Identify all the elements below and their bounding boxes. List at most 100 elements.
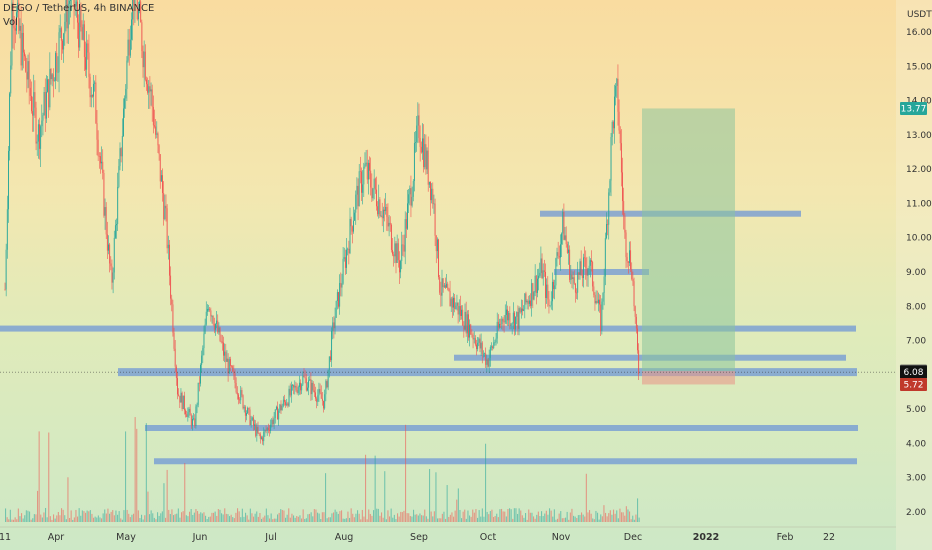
volume-bar (289, 517, 291, 522)
candle-body (591, 260, 592, 262)
candle-body (18, 2, 20, 31)
volume-bar (110, 511, 112, 522)
price-tick-label: 9.00 (906, 268, 926, 278)
candle-body (202, 348, 204, 356)
candle-body (201, 355, 203, 365)
volume-bar (25, 510, 27, 522)
candle-body (308, 380, 310, 388)
volume-bar (365, 454, 367, 522)
volume-bar (633, 519, 635, 522)
candle-body (301, 384, 303, 391)
candle-body (581, 275, 583, 278)
support-resistance-zone[interactable] (154, 458, 857, 465)
candle-body (370, 170, 372, 188)
candle-body (213, 323, 215, 330)
candle-body (123, 108, 124, 136)
candle-body (29, 87, 31, 96)
candle-body (219, 327, 221, 341)
candle-body (43, 91, 45, 116)
candle-body (209, 308, 211, 311)
support-resistance-zone[interactable] (145, 425, 858, 431)
candle-body (508, 313, 510, 321)
candle-body (401, 244, 403, 262)
candle-body (340, 282, 342, 288)
candle-body (284, 399, 285, 402)
volume-bar (78, 508, 80, 522)
volume-bar (69, 517, 71, 522)
price-tick-label: 5.00 (906, 405, 926, 415)
candle-body (68, 0, 70, 4)
volume-bar (19, 516, 21, 522)
candle-body (119, 148, 121, 167)
volume-bar (165, 517, 167, 522)
candle-body (318, 389, 320, 396)
candle-body (118, 166, 120, 187)
candle-body (321, 398, 323, 401)
candle-body (524, 293, 526, 310)
candle-body (371, 187, 373, 199)
price-badge-label: 5.72 (903, 380, 923, 390)
candle-body (52, 74, 54, 82)
candle-body (405, 219, 407, 229)
volume-bar (105, 513, 107, 522)
volume-bar (277, 514, 279, 522)
candle-body (114, 225, 116, 238)
candle-body (346, 249, 347, 268)
candle-body (533, 292, 535, 300)
volume-bar (118, 511, 120, 522)
price-tick-label: 14.00 (906, 97, 932, 107)
volume-bar (345, 518, 347, 522)
volume-bar (126, 509, 128, 522)
volume-bar (574, 516, 576, 522)
volume-bar (337, 513, 339, 522)
candle-body (187, 412, 189, 417)
volume-bar (190, 508, 192, 522)
long-position-stop-zone[interactable] (642, 371, 735, 385)
volume-bar (17, 508, 19, 522)
volume-bar (600, 514, 602, 522)
volume-bar (589, 510, 591, 522)
candle-body (128, 39, 130, 56)
candle-body (186, 414, 188, 417)
candle-body (75, 1, 77, 7)
volume-bar (45, 507, 47, 522)
volume-bar (424, 509, 426, 522)
candle-body (430, 181, 431, 201)
candle-body (259, 434, 261, 439)
candle-body (457, 302, 459, 315)
volume-bar (464, 509, 466, 522)
support-resistance-zone[interactable] (0, 325, 856, 332)
volume-bar (155, 519, 157, 522)
candle-body (196, 404, 198, 407)
volume-bar (137, 510, 139, 522)
support-resistance-zone[interactable] (118, 368, 857, 377)
candle-body (42, 115, 44, 121)
long-position-target-zone[interactable] (642, 108, 735, 372)
volume-bar (491, 509, 493, 522)
candle-body (197, 382, 199, 405)
candle-body (312, 382, 314, 391)
candle-body (204, 324, 206, 334)
candle-body (586, 267, 588, 276)
candle-body (258, 432, 260, 435)
volume-bar (96, 517, 98, 522)
candle-body (638, 350, 640, 375)
volume-bar (457, 488, 459, 522)
candle-body (606, 224, 607, 239)
support-resistance-zone[interactable] (554, 269, 649, 275)
candle-body (192, 418, 193, 426)
candle-body (633, 281, 635, 307)
volume-bar (381, 512, 383, 522)
candle-body (110, 263, 112, 267)
volume-bar (606, 516, 608, 522)
candle-body (307, 387, 308, 391)
volume-bar (371, 515, 373, 522)
volume-bar (504, 511, 506, 522)
candle-body (54, 80, 55, 82)
volume-bar (417, 515, 419, 522)
price-axis[interactable] (896, 0, 932, 550)
volume-bar (382, 517, 384, 522)
volume-bar (297, 516, 299, 522)
